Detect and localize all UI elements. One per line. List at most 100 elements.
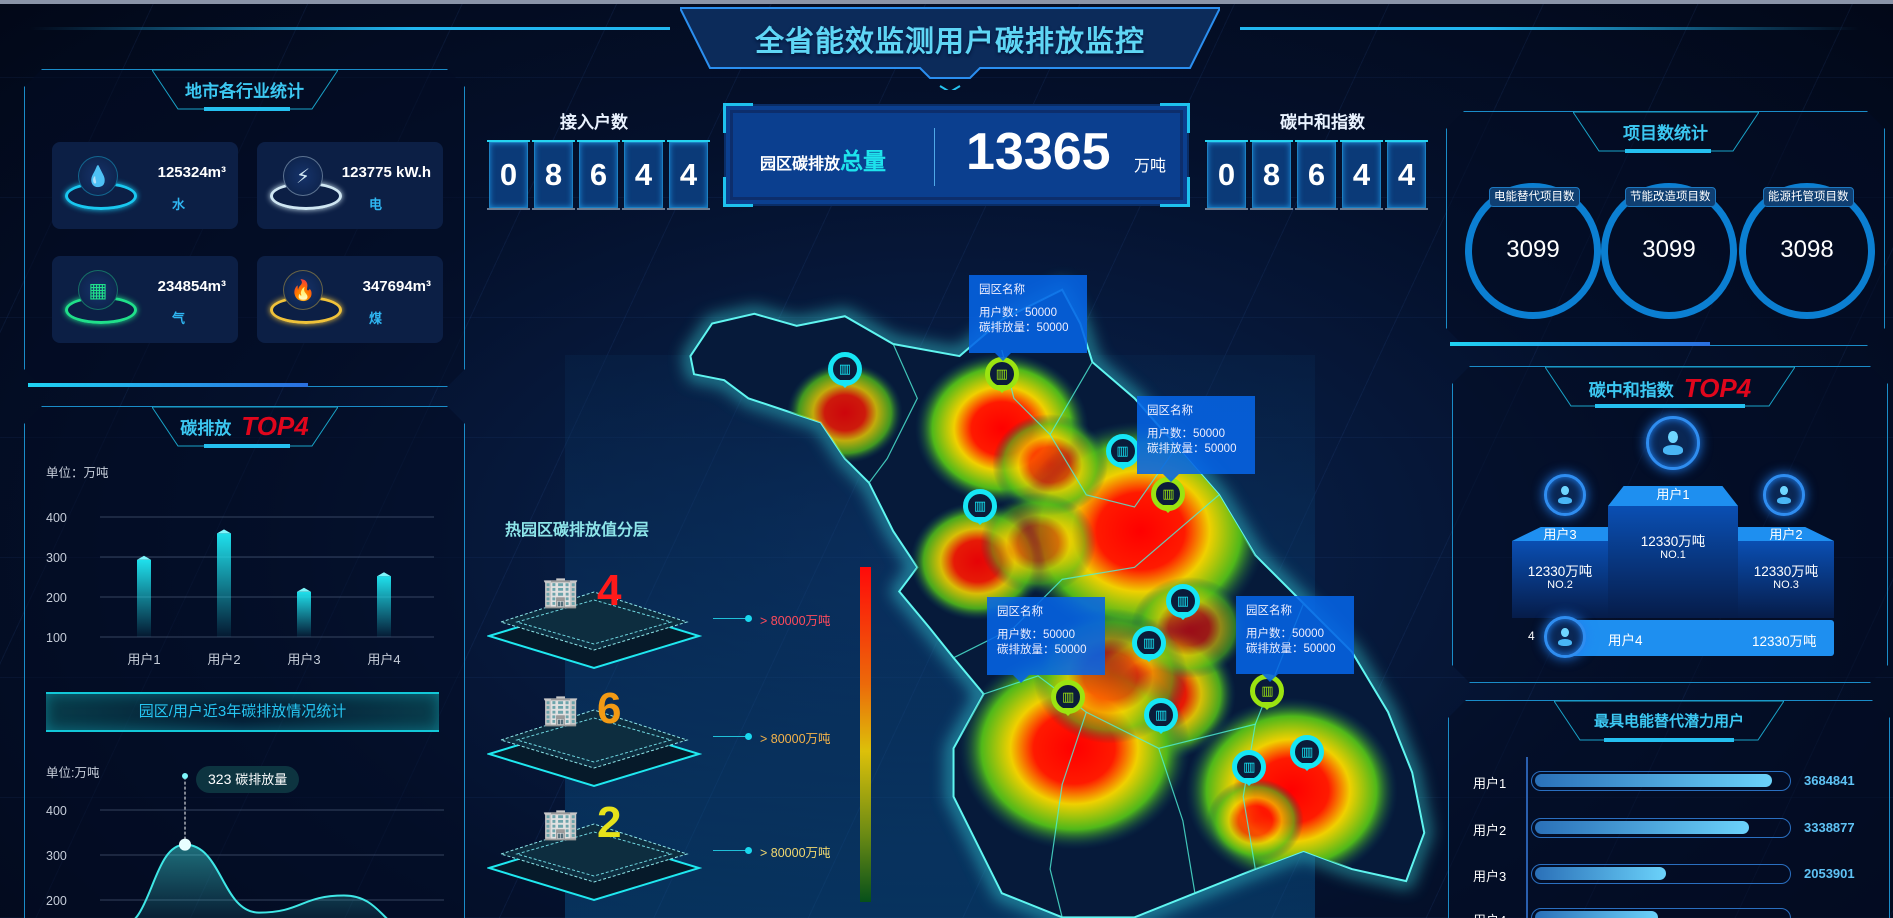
panel-title: 碳中和指数 TOP4: [1589, 368, 1751, 408]
avatar-rank4: [1544, 616, 1586, 658]
y-tick-label: 200: [46, 894, 67, 908]
page-title: 全省能效监测用户碳排放监控: [754, 26, 1145, 58]
park-location-pin[interactable]: ▥: [1105, 433, 1140, 478]
tier-dot: [745, 847, 752, 854]
bar-chart: 400 300 200 100 用户1 用户2 用户3 用户4: [46, 511, 434, 667]
tooltip-emission: 碳排放量：50000: [1246, 643, 1336, 655]
tooltip-users: 用户数：50000: [997, 629, 1075, 641]
tier-label: > 80000万吨: [760, 732, 831, 746]
park-location-pin[interactable]: ▥: [1151, 477, 1186, 521]
industry-card: 🔥 347694m³ 煤: [257, 256, 443, 343]
rank4-row: [1566, 620, 1834, 656]
pin-tail: [972, 517, 989, 526]
pin-tail: [1153, 726, 1170, 735]
park-location-pin[interactable]: ▥: [963, 489, 998, 533]
title-text: 碳排放: [180, 418, 232, 438]
user-icon: [1663, 431, 1683, 455]
avatar-rank3: [1763, 474, 1805, 516]
tooltip-emission: 碳排放量：50000: [997, 644, 1087, 656]
access-count-label: 接入户数: [560, 113, 628, 132]
tooltip-title: 园区名称: [1246, 605, 1292, 617]
y-tick-label: 400: [46, 511, 67, 525]
bar-cap: [377, 572, 391, 577]
tooltip-title: 园区名称: [979, 284, 1025, 296]
tooltip-emission: 碳排放量：50000: [1147, 443, 1237, 455]
park-location-pin[interactable]: ▥: [1144, 698, 1179, 742]
project-ring: [1465, 183, 1601, 319]
industry-value: 234854m³: [157, 278, 226, 295]
pin-tail: [1241, 778, 1258, 787]
total-label-text: 园区碳排放: [760, 156, 841, 173]
total-value: 13365: [966, 123, 1111, 181]
pin-tail: [993, 384, 1010, 393]
industry-value: 125324m³: [157, 164, 226, 181]
industry-value: 347694m³: [362, 278, 431, 295]
user-name: 用户2: [1473, 823, 1507, 838]
industry-stats-panel: 地市各行业统计 💧 125324m³ 水 ⚡ 123775 kW.h 电 ▦ 234854m³…: [24, 69, 465, 387]
digit-box: 6: [1297, 142, 1336, 208]
panel-title: 碳排放 TOP4: [180, 406, 308, 446]
potential-bar-track: [1531, 818, 1791, 838]
pin-tail: [1174, 611, 1191, 620]
podium-rank1: [1608, 506, 1738, 618]
park-location-pin[interactable]: ▥: [827, 351, 862, 396]
tier-dot: [745, 615, 752, 622]
guide-dot: [182, 773, 188, 779]
user-name: 用户1: [1473, 776, 1507, 791]
project-value: 3099: [1642, 236, 1696, 263]
park-location-pin[interactable]: ▥: [984, 356, 1019, 401]
park-location-pin[interactable]: ▥: [1290, 734, 1325, 779]
rank4-name: 用户4: [1608, 633, 1643, 648]
district-border: [1158, 748, 1196, 894]
user-name: 用户4: [1473, 910, 1506, 918]
digit-box: 4: [669, 142, 708, 208]
x-tick-label: 用户4: [367, 652, 400, 667]
building-icon: ▥: [827, 351, 862, 386]
tooltip-users: 用户数：50000: [1246, 628, 1324, 640]
tier-platform: [487, 709, 702, 788]
building-icon: ▥: [1105, 433, 1140, 468]
building-icon: 🏢: [542, 694, 580, 727]
lightning-icon: ⚡: [283, 156, 323, 196]
user-icon: [1776, 486, 1792, 504]
park-tooltip: 园区名称 用户数：50000 碳排放量：50000: [969, 275, 1087, 361]
project-ring: [1739, 183, 1875, 319]
header-line-left: [30, 27, 670, 30]
top4-badge: TOP4: [1683, 372, 1752, 403]
project-stats-panel: 项目数统计 电能替代项目数 3099 节能改造项目数 3099 能源托管项目数 3098: [1446, 111, 1885, 346]
pin-tail: [1060, 708, 1077, 717]
gas-icon: ▦: [78, 270, 118, 310]
tier-layer: 🏢 2: [487, 798, 702, 902]
potential-bar-fill: [1535, 821, 1750, 834]
heat-spot: [980, 492, 1096, 594]
digit-box: 8: [1252, 142, 1291, 208]
rank4-value: 12330万吨: [1752, 634, 1817, 649]
park-location-pin[interactable]: ▥: [1232, 750, 1267, 794]
digit-box: 8: [534, 142, 573, 208]
area-line: [134, 843, 388, 918]
rank3-no: NO.3: [1773, 579, 1799, 591]
industry-card: ⚡ 123775 kW.h 电: [257, 142, 443, 229]
tier-count: 4: [597, 566, 622, 615]
y-tick-label: 300: [46, 551, 67, 565]
pin-tail: [1160, 505, 1177, 514]
tooltip-emission: 碳排放量：50000: [979, 322, 1069, 334]
pin-tail: [1114, 461, 1131, 470]
building-icon: 🏢: [542, 808, 580, 841]
park-location-pin[interactable]: ▥: [1051, 680, 1086, 724]
park-location-pin[interactable]: ▥: [1165, 583, 1200, 628]
digit-box: 0: [1207, 142, 1246, 208]
industry-label: 煤: [369, 311, 383, 326]
park-location-pin[interactable]: ▥: [1132, 625, 1167, 670]
district-border: [868, 343, 918, 484]
title-frame: [680, 7, 1220, 90]
project-label: 节能改造项目数: [1625, 187, 1716, 207]
legend-title: 热园区碳排放值分层: [505, 522, 650, 539]
pin-tail: [1141, 653, 1158, 662]
rank2-value: 12330万吨: [1527, 564, 1593, 579]
chart-tooltip: 323 碳排放量: [196, 766, 300, 793]
park-tooltip: 园区名称 用户数：50000 碳排放量：50000: [987, 597, 1105, 683]
flame-icon: 🔥: [283, 270, 323, 310]
heat-spot: [992, 414, 1109, 516]
digit-box: 4: [1387, 142, 1426, 208]
